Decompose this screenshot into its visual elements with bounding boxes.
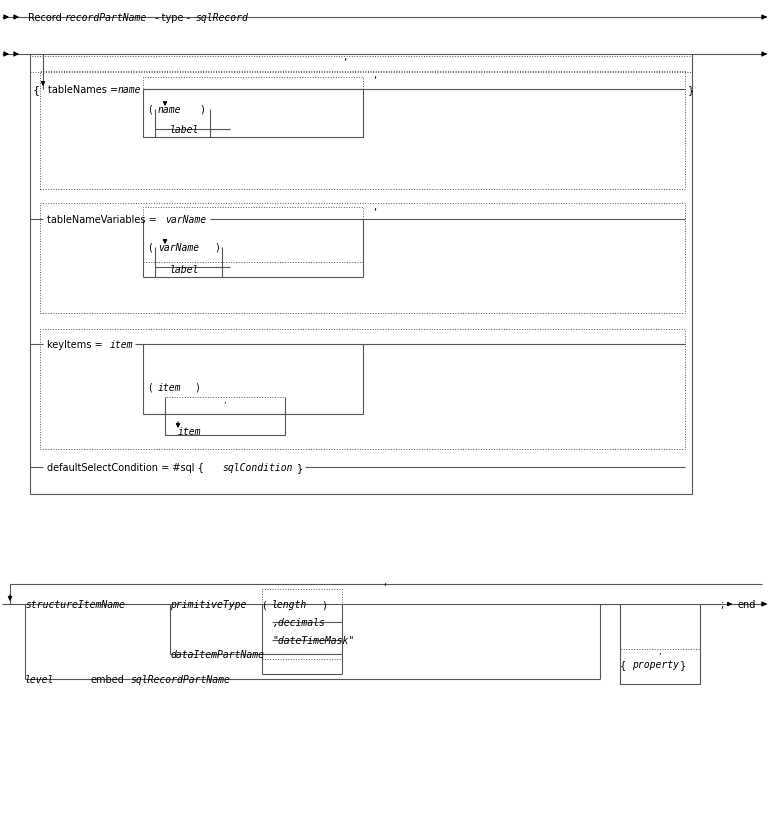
Text: ): ) bbox=[200, 105, 204, 115]
Text: ,decimals: ,decimals bbox=[272, 617, 325, 628]
Text: "dateTimeMask": "dateTimeMask" bbox=[272, 635, 354, 645]
Bar bbox=[165, 397, 285, 436]
Text: ,: , bbox=[373, 70, 376, 80]
Text: item: item bbox=[158, 383, 182, 392]
Bar bbox=[40, 204, 685, 314]
Bar bbox=[143, 78, 363, 137]
Text: name: name bbox=[158, 105, 182, 115]
Bar bbox=[262, 590, 342, 659]
Text: primitiveType: primitiveType bbox=[170, 599, 246, 609]
Text: property: property bbox=[632, 659, 679, 669]
Text: {: { bbox=[33, 85, 41, 95]
Text: ,: , bbox=[224, 395, 227, 404]
Text: label: label bbox=[170, 125, 199, 135]
Text: sqlCondition: sqlCondition bbox=[222, 463, 292, 473]
Text: - type -: - type - bbox=[155, 13, 190, 23]
Text: length: length bbox=[272, 599, 307, 609]
Text: ,: , bbox=[383, 576, 386, 586]
Text: ): ) bbox=[215, 243, 219, 253]
Text: embed: embed bbox=[90, 674, 124, 684]
Text: label: label bbox=[170, 265, 199, 275]
Text: }: } bbox=[688, 85, 694, 95]
Text: ): ) bbox=[195, 383, 199, 392]
Text: end: end bbox=[738, 599, 756, 609]
Text: (: ( bbox=[148, 383, 152, 392]
Bar bbox=[40, 72, 685, 190]
Text: recordPartName: recordPartName bbox=[65, 13, 147, 23]
Text: tableNameVariables =: tableNameVariables = bbox=[47, 214, 157, 224]
Text: }: } bbox=[680, 659, 686, 669]
Text: ,: , bbox=[373, 202, 376, 212]
Text: varName: varName bbox=[158, 243, 199, 253]
Bar bbox=[30, 57, 692, 73]
Text: varName: varName bbox=[165, 214, 206, 224]
Bar bbox=[40, 330, 685, 450]
Text: Record: Record bbox=[28, 13, 62, 23]
Text: (: ( bbox=[148, 105, 152, 115]
Text: {: { bbox=[620, 659, 626, 669]
Text: structureItemName: structureItemName bbox=[25, 599, 125, 609]
Text: ;: ; bbox=[720, 599, 723, 609]
Text: sqlRecord: sqlRecord bbox=[195, 13, 248, 23]
Text: defaultSelectCondition = #sql {: defaultSelectCondition = #sql { bbox=[47, 463, 204, 473]
Text: item: item bbox=[178, 426, 202, 436]
Text: item: item bbox=[110, 339, 133, 349]
Text: sqlRecordPartName: sqlRecordPartName bbox=[130, 674, 230, 684]
Bar bbox=[620, 649, 700, 684]
Text: ): ) bbox=[322, 599, 326, 609]
Text: ,: , bbox=[659, 647, 661, 656]
Bar bbox=[143, 208, 363, 262]
Text: (: ( bbox=[262, 599, 266, 609]
Text: ,: , bbox=[344, 52, 347, 62]
Text: keyItems =: keyItems = bbox=[47, 339, 103, 349]
Text: name: name bbox=[118, 85, 142, 95]
Text: level: level bbox=[25, 674, 55, 684]
Text: tableNames =: tableNames = bbox=[48, 85, 118, 95]
Text: dataItemPartName: dataItemPartName bbox=[170, 649, 264, 659]
Text: }: } bbox=[297, 463, 303, 473]
Text: (: ( bbox=[148, 243, 152, 253]
